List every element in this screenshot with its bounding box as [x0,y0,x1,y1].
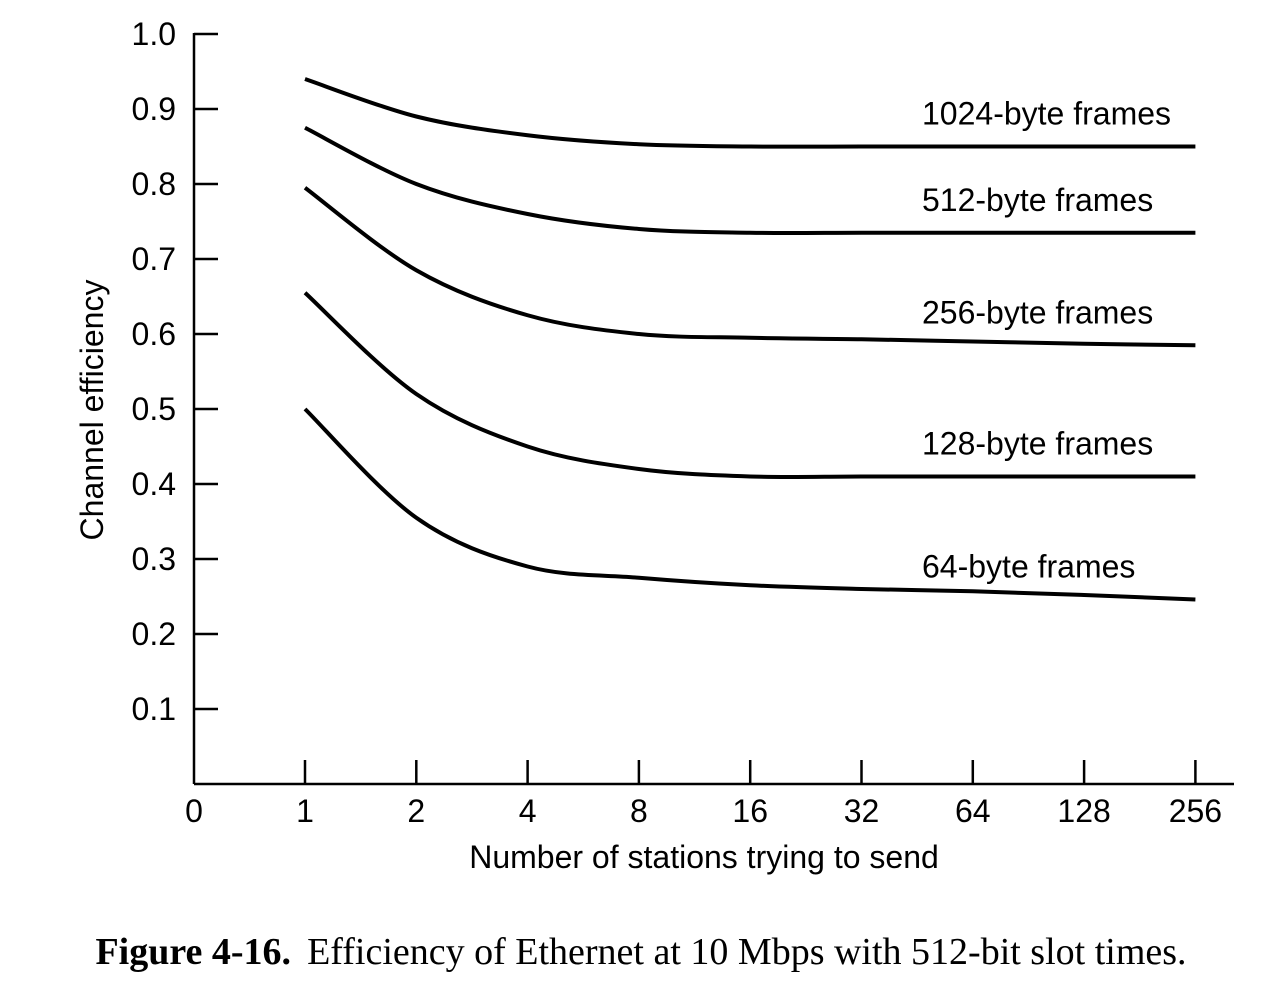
figure-number: Figure 4-16. [95,931,292,973]
y-axis-title: Channel efficiency [74,280,110,541]
x-tick-label: 8 [630,793,648,829]
efficiency-chart: 0.1 0.2 0.3 0.4 0.5 0.6 0.7 0.8 0.9 1.0 0 1 2 4 8 16 32… [74,16,1234,875]
x-tick-label: 256 [1169,793,1222,829]
y-tick-label: 0.9 [132,91,176,127]
y-tick-label: 0.4 [132,466,176,502]
series-lines [303,77,1196,602]
x-tick-label: 16 [732,793,768,829]
series-line [304,125,1196,236]
series-line [303,407,1196,602]
series-label: 1024-byte frames [922,96,1171,132]
x-tick-label: 32 [844,793,880,829]
y-tick-label: 0.2 [132,616,176,652]
series-labels: 1024-byte frames 512-byte frames 256-byte … [922,96,1171,585]
x-tick-label: 4 [519,793,537,829]
series-line [303,186,1196,348]
x-tick-label: 128 [1057,793,1110,829]
y-tick-label: 0.6 [132,316,176,352]
series-label: 512-byte frames [922,182,1153,218]
series-label: 64-byte frames [922,549,1135,585]
y-tick-label: 0.5 [132,391,176,427]
series-label: 128-byte frames [922,426,1153,462]
y-tick-label: 0.1 [132,691,176,727]
x-axis-title: Number of stations trying to send [469,839,939,875]
x-tick-label: 0 [185,793,203,829]
x-tick-label: 1 [296,793,314,829]
x-axis-ticks: 0 1 2 4 8 16 32 64 128 256 [185,760,1222,829]
series-label: 256-byte frames [922,294,1153,330]
y-axis-ticks: 0.1 0.2 0.3 0.4 0.5 0.6 0.7 0.8 0.9 1.0 [132,16,218,727]
y-tick-label: 0.7 [132,241,176,277]
y-tick-label: 0.3 [132,541,176,577]
series-line [304,77,1196,149]
series-line [303,291,1196,480]
y-tick-label: 0.8 [132,166,176,202]
caption-text: Efficiency of Ethernet at 10 Mbps with 5… [307,931,1187,973]
x-tick-label: 64 [955,793,991,829]
x-tick-label: 2 [407,793,425,829]
y-tick-label: 1.0 [132,16,176,52]
figure-caption: Figure 4-16. Efficiency of Ethernet at 10… [0,930,1282,974]
